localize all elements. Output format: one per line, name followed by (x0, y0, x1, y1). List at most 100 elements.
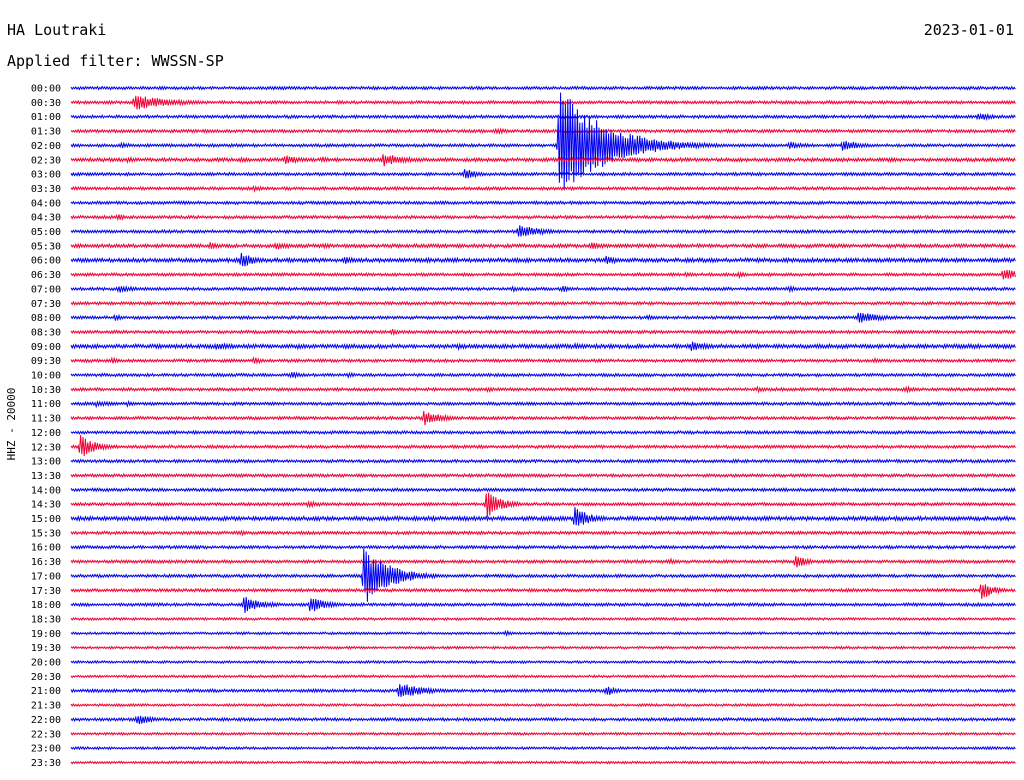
row-time-label: 09:30 (31, 356, 61, 367)
row-time-label: 08:00 (31, 313, 61, 324)
seismogram-trace (70, 556, 1016, 568)
row-time-label: 16:30 (31, 557, 61, 568)
row-time-label: 21:00 (31, 686, 61, 697)
seismogram-trace (70, 85, 1016, 91)
seismogram-trace (70, 702, 1016, 708)
row-time-label: 10:30 (31, 385, 61, 396)
row-time-label: 22:30 (31, 729, 61, 740)
seismogram-trace (70, 529, 1016, 537)
seismogram-trace (70, 584, 1016, 599)
row-time-label: 16:00 (31, 543, 61, 554)
seismogram-trace (70, 241, 1016, 250)
row-time-label: 06:30 (31, 270, 61, 281)
seismogram-trace (70, 312, 1016, 323)
seismogram-trace (70, 127, 1016, 135)
seismogram-trace (70, 544, 1016, 551)
row-time-label: 02:00 (31, 141, 61, 152)
seismogram-trace (70, 684, 1016, 697)
seismogram-trace (70, 225, 1016, 237)
seismogram-trace (70, 659, 1016, 665)
row-time-label: 18:30 (31, 614, 61, 625)
row-time-label: 15:00 (31, 514, 61, 525)
row-time-label: 06:00 (31, 256, 61, 267)
seismogram-trace (70, 356, 1016, 365)
row-time-label: 10:00 (31, 371, 61, 382)
row-time-label: 13:00 (31, 457, 61, 468)
seismogram-trace (70, 284, 1016, 294)
station-title: HA Loutraki (7, 21, 107, 39)
row-time-label: 20:30 (31, 672, 61, 683)
seismogram-trace (70, 760, 1016, 765)
row-time-label: 07:00 (31, 284, 61, 295)
row-time-label: 21:30 (31, 701, 61, 712)
row-time-label: 15:30 (31, 528, 61, 539)
row-time-label: 17:30 (31, 586, 61, 597)
row-time-label: 03:30 (31, 184, 61, 195)
row-time-label: 01:00 (31, 112, 61, 123)
seismogram-trace (70, 112, 1016, 121)
row-time-label: 20:00 (31, 658, 61, 669)
seismogram-trace (70, 341, 1016, 352)
seismogram-trace (70, 616, 1016, 622)
filter-label: Applied filter: WWSSN-SP (7, 52, 224, 70)
row-time-label: 12:30 (31, 442, 61, 453)
y-axis-label: HHZ - 20000 (5, 388, 18, 461)
seismogram-trace (70, 645, 1016, 650)
seismogram-trace (70, 745, 1016, 751)
seismogram-trace (70, 95, 1016, 110)
row-time-label: 23:00 (31, 744, 61, 755)
row-time-label: 05:00 (31, 227, 61, 238)
row-time-label: 13:30 (31, 471, 61, 482)
row-time-label: 19:00 (31, 629, 61, 640)
row-time-label: 11:30 (31, 414, 61, 425)
row-time-label: 03:00 (31, 170, 61, 181)
seismogram-trace (70, 399, 1016, 409)
seismogram-trace (70, 458, 1016, 464)
seismogram-trace (70, 548, 1016, 602)
row-time-label: 00:00 (31, 84, 61, 95)
seismogram-trace (70, 213, 1016, 222)
row-time-label: 17:00 (31, 571, 61, 582)
seismogram-trace (70, 492, 1016, 518)
seismogram-trace (70, 328, 1016, 337)
row-time-label: 14:00 (31, 485, 61, 496)
date-label: 2023-01-01 (923, 21, 1014, 39)
row-time-label: 01:30 (31, 127, 61, 138)
row-time-label: 14:30 (31, 500, 61, 511)
row-time-label: 05:30 (31, 241, 61, 252)
row-time-label: 18:00 (31, 600, 61, 611)
row-time-label: 02:30 (31, 155, 61, 166)
row-time-label: 12:00 (31, 428, 61, 439)
seismogram-trace (70, 429, 1016, 436)
seismogram-trace (70, 300, 1016, 306)
seismogram-trace (70, 410, 1016, 426)
row-time-label: 04:30 (31, 213, 61, 224)
seismogram-trace (70, 435, 1016, 457)
seismogram-trace (70, 674, 1016, 679)
seismogram-trace (70, 596, 1016, 613)
seismogram-trace (70, 92, 1016, 189)
seismogram-trace (70, 371, 1016, 380)
row-time-label: 08:30 (31, 327, 61, 338)
seismogram-trace (70, 715, 1016, 725)
seismogram-trace (70, 200, 1016, 206)
seismogram-trace (70, 486, 1016, 493)
row-time-label: 19:30 (31, 643, 61, 654)
seismogram-trace (70, 629, 1016, 637)
seismogram-trace (70, 252, 1016, 267)
seismogram-trace (70, 731, 1016, 736)
row-time-label: 23:30 (31, 758, 61, 769)
row-time-label: 22:00 (31, 715, 61, 726)
seismogram-trace (70, 472, 1016, 479)
seismogram-trace (70, 154, 1016, 167)
seismogram-trace (70, 169, 1016, 179)
row-time-label: 11:00 (31, 399, 61, 410)
seismogram-trace (70, 507, 1016, 526)
seismogram-trace (70, 269, 1016, 280)
row-time-label: 04:00 (31, 198, 61, 209)
row-time-label: 00:30 (31, 98, 61, 109)
row-time-label: 07:30 (31, 299, 61, 310)
row-time-label: 09:00 (31, 342, 61, 353)
seismogram-trace (70, 184, 1016, 194)
